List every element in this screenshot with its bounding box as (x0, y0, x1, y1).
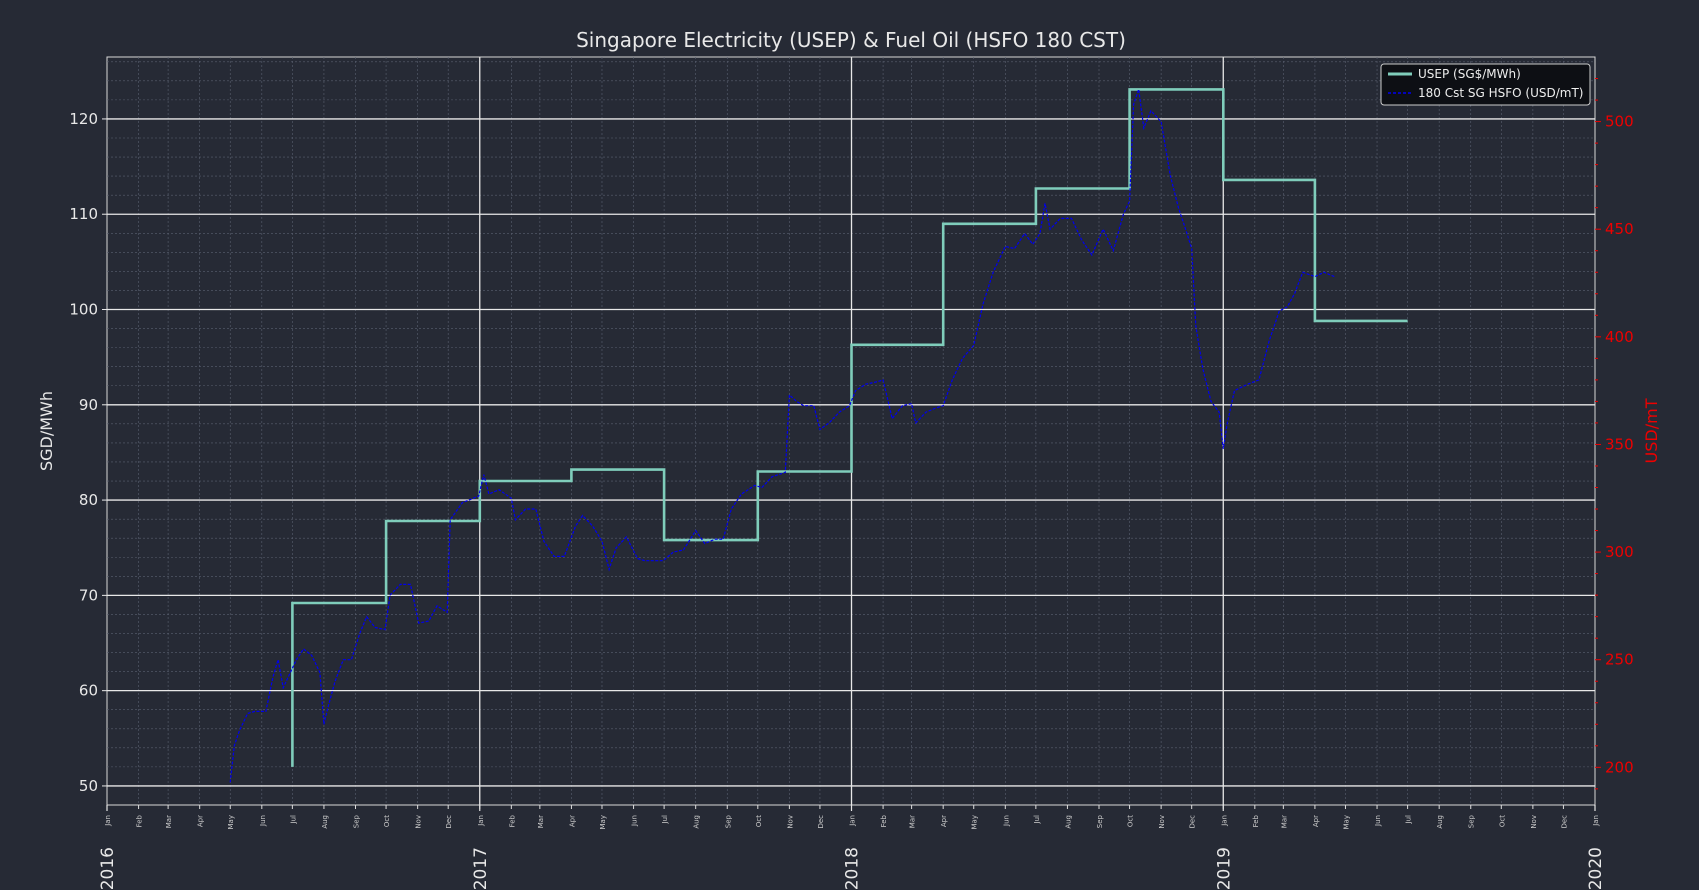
y-right-tick-label: 400 (1605, 328, 1634, 346)
x-month-tick-label: Dec (1560, 815, 1568, 829)
x-month-tick-label: Aug (1436, 815, 1444, 829)
x-month-tick-label: Jun (1374, 815, 1382, 827)
x-month-tick-label: Nov (415, 815, 423, 829)
x-month-tick-label: Aug (693, 815, 701, 829)
x-month-tick-label: Oct (1498, 815, 1506, 827)
y-axis-right-label: USD/mT (1642, 398, 1661, 463)
left-axis: 50 60 70 80 90 100 110 120 (69, 110, 107, 795)
x-month-tick-label: Apr (197, 815, 205, 827)
legend-hsfo-label: 180 Cst SG HSFO (USD/mT) (1418, 86, 1583, 100)
y-left-tick-label: 100 (69, 301, 98, 319)
x-month-tick-label: Jan (104, 815, 112, 827)
x-year-tick-label: 2019 (1214, 847, 1234, 890)
y-right-tick-label: 350 (1605, 435, 1634, 453)
x-month-tick-label: Sep (724, 814, 732, 828)
x-month-tick-label: Sep (353, 814, 361, 828)
x-month-tick-label: Apr (1312, 815, 1320, 827)
x-month-tick-label: Feb (508, 814, 516, 827)
x-month-tick-label: May (971, 815, 979, 829)
x-month-tick-label: Oct (383, 815, 391, 827)
series-layer (229, 88, 1408, 783)
x-month-tick-label: Mar (165, 815, 173, 828)
y-left-tick-label: 60 (79, 682, 98, 700)
x-month-tick-label: May (599, 815, 607, 829)
x-month-tick-label: Aug (321, 815, 329, 829)
y-right-tick-label: 300 (1605, 543, 1634, 561)
legend: USEP (SG$/MWh) 180 Cst SG HSFO (USD/mT) (1380, 63, 1591, 106)
x-month-tick-label: Feb (880, 814, 888, 827)
series-usep-line (291, 88, 1408, 767)
y-left-tick-label: 80 (79, 491, 98, 509)
x-month-tick-label: Jan (849, 815, 857, 827)
x-month-tick-label: Feb (136, 814, 144, 827)
x-month-tick-label: Jul (1033, 815, 1041, 825)
x-month-tick-label: Oct (755, 815, 763, 827)
x-month-tick-label: Jan (1592, 815, 1600, 827)
x-month-tick-label: Dec (445, 815, 453, 829)
x-month-tick-label: Jul (661, 815, 669, 825)
x-month-tick-label: Jun (631, 815, 639, 827)
x-month-tick-label: Nov (1530, 815, 1538, 829)
legend-usep-label: USEP (SG$/MWh) (1418, 67, 1521, 81)
y-right-tick-label: 450 (1605, 220, 1634, 238)
x-month-tick-label: Sep (1468, 814, 1476, 828)
legend-box (1380, 63, 1591, 106)
right-axis: 200 250 300 350 400 450 500 (1595, 78, 1634, 790)
y-right-tick-label: 250 (1605, 651, 1634, 669)
x-month-tick-label: Jun (1002, 815, 1010, 827)
y-left-tick-label: 120 (69, 110, 98, 128)
x-month-tick-label: Dec (817, 815, 825, 829)
x-month-tick-label: Sep (1096, 814, 1104, 828)
x-month-tick-label: Mar (537, 815, 545, 828)
x-month-tick-label: May (227, 815, 235, 829)
y-axis-left-label: SGD/MWh (37, 391, 56, 471)
series-hsfo-line (229, 89, 1335, 783)
x-month-tick-label: Dec (1189, 815, 1197, 829)
y-left-tick-label: 90 (79, 396, 98, 414)
chart-title: Singapore Electricity (USEP) & Fuel Oil … (576, 28, 1126, 52)
x-year-tick-label: 2017 (471, 847, 491, 890)
x-month-tick-label: Nov (786, 815, 794, 829)
x-year-tick-label: 2020 (1586, 847, 1606, 890)
y-left-tick-label: 50 (79, 777, 98, 795)
y-left-tick-label: 70 (79, 586, 98, 604)
x-year-tick-label: 2018 (843, 847, 863, 890)
x-month-tick-label: May (1342, 815, 1350, 829)
x-month-tick-label: Feb (1252, 814, 1260, 827)
x-month-tick-label: Jul (1405, 815, 1413, 825)
x-month-tick-label: Apr (568, 815, 576, 827)
x-month-tick-label: Jan (1220, 815, 1228, 827)
y-left-tick-label: 110 (69, 205, 98, 223)
x-month-tick-label: Jan (477, 815, 485, 827)
x-month-tick-label: Mar (1280, 815, 1288, 828)
y-right-tick-label: 200 (1605, 758, 1634, 776)
x-month-tick-label: Jun (259, 815, 267, 827)
x-month-tick-label: Oct (1127, 815, 1135, 827)
x-month-tick-label: Nov (1158, 815, 1166, 829)
x-month-tick-label: Aug (1064, 815, 1072, 829)
x-month-tick-label: Jul (289, 815, 297, 825)
x-year-tick-label: 2016 (98, 847, 118, 890)
y-right-tick-label: 500 (1605, 113, 1634, 131)
x-month-tick-label: Apr (940, 815, 948, 827)
x-axis: Jan Feb Mar Apr May Jun Jul Aug Sep Oct Nov Dec Jan F… (98, 805, 1606, 890)
x-month-tick-label: Mar (909, 815, 917, 828)
